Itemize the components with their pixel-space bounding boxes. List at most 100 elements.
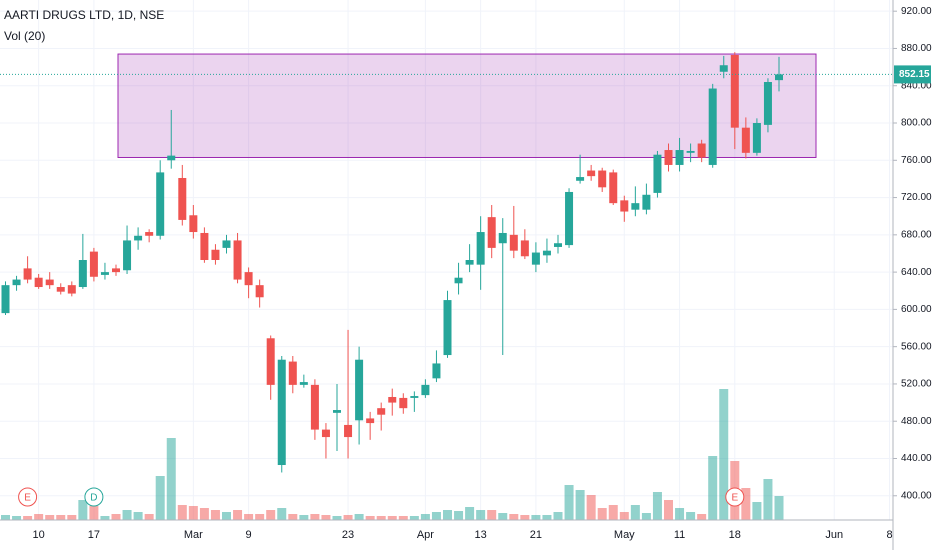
x-tick-label: 23 xyxy=(342,529,354,541)
y-tick-label: 760.00 xyxy=(901,155,932,166)
candle-body xyxy=(454,277,463,284)
volume-bar xyxy=(586,495,596,520)
candle-body xyxy=(156,172,165,236)
candle-body xyxy=(78,260,87,288)
volume-bar xyxy=(520,515,530,520)
volume-bar xyxy=(553,512,563,520)
candle-body xyxy=(23,268,32,280)
volume-bar xyxy=(454,511,464,520)
volume-bar xyxy=(597,508,607,520)
volume-bar xyxy=(575,490,585,520)
volume-bar xyxy=(277,508,287,520)
candle-body xyxy=(598,170,607,188)
y-tick-label: 800.00 xyxy=(901,118,932,129)
volume-bar xyxy=(630,505,640,520)
y-tick-label: 840.00 xyxy=(901,80,932,91)
y-tick-label: 920.00 xyxy=(901,6,932,17)
volume-bar xyxy=(299,515,309,520)
candle-body xyxy=(697,143,706,158)
candle-body xyxy=(89,251,98,277)
candle-body xyxy=(642,194,651,210)
volume-bar xyxy=(166,438,176,520)
x-tick-label: Jun xyxy=(825,529,843,541)
candle-body xyxy=(244,272,253,286)
volume-bar xyxy=(641,513,651,520)
y-tick-label: 480.00 xyxy=(901,416,932,427)
candle-body xyxy=(620,200,629,212)
candle-body xyxy=(631,203,640,210)
candle-body xyxy=(421,384,430,396)
candle-body xyxy=(145,232,154,236)
candle-body xyxy=(531,252,540,265)
candle-body xyxy=(288,361,297,385)
volume-bar xyxy=(697,514,707,520)
candle-body xyxy=(112,268,120,273)
candle-body xyxy=(741,127,750,153)
candle-body xyxy=(399,397,408,409)
candle-body xyxy=(366,418,375,424)
candle-body xyxy=(465,260,474,265)
volume-bar xyxy=(431,512,441,520)
y-tick-label: 600.00 xyxy=(901,304,932,315)
volume-bar xyxy=(420,514,430,520)
candles xyxy=(1,52,783,473)
volume-bar xyxy=(476,510,486,520)
candle-body xyxy=(708,88,717,165)
last-price-label: 852.15 xyxy=(899,69,930,80)
candle-body xyxy=(565,191,574,246)
x-tick-label: Apr xyxy=(417,529,434,541)
volume-bar xyxy=(409,516,419,520)
candle-body xyxy=(255,285,264,298)
y-tick-label: 560.00 xyxy=(901,341,932,352)
volume-bar xyxy=(321,515,331,520)
volume-bar xyxy=(774,496,784,520)
volume-bar xyxy=(354,514,364,520)
volume-bar xyxy=(133,512,143,520)
volume-bar xyxy=(752,502,762,520)
volume-bar xyxy=(719,389,729,520)
candle-body xyxy=(45,279,54,286)
volume-bar xyxy=(122,510,132,520)
y-tick-label: 640.00 xyxy=(901,267,932,278)
candle-body xyxy=(775,74,783,81)
candle-body xyxy=(299,382,308,385)
volume-bar xyxy=(155,476,165,520)
volume-bar xyxy=(45,515,55,520)
candle-body xyxy=(1,285,10,314)
y-tick-label: 520.00 xyxy=(901,379,932,390)
candle-body xyxy=(686,150,695,153)
volume-bar xyxy=(652,492,662,520)
candle-body xyxy=(730,54,739,128)
candle-body xyxy=(178,177,187,220)
volume-bar xyxy=(255,514,265,520)
candle-body xyxy=(233,240,242,280)
candle-body xyxy=(310,384,319,430)
candle-body xyxy=(377,408,386,415)
candle-body xyxy=(344,424,353,438)
volume-bar xyxy=(78,500,88,520)
candle-body xyxy=(443,300,452,356)
volume-bar xyxy=(675,508,685,520)
candle-body xyxy=(67,285,76,294)
y-tick-label: 720.00 xyxy=(901,192,932,203)
candle-body xyxy=(321,429,330,438)
candle-body xyxy=(554,243,562,247)
candle-body xyxy=(542,250,551,256)
volume-bar xyxy=(144,514,154,520)
candle-body xyxy=(587,170,596,177)
volume-bar xyxy=(111,514,121,520)
y-tick-label: 440.00 xyxy=(901,453,932,464)
candle-body xyxy=(123,240,132,271)
volume-bar xyxy=(310,514,320,520)
candle-body xyxy=(34,277,43,288)
candle-body xyxy=(675,150,684,165)
volume-bar xyxy=(387,516,397,520)
event-marker xyxy=(18,487,38,507)
candle-body xyxy=(222,240,231,248)
volume-bar xyxy=(365,516,375,520)
volume-bar xyxy=(619,512,629,520)
volume-bar xyxy=(664,500,673,520)
volume-bar xyxy=(222,512,231,520)
volume-bar xyxy=(763,479,773,520)
